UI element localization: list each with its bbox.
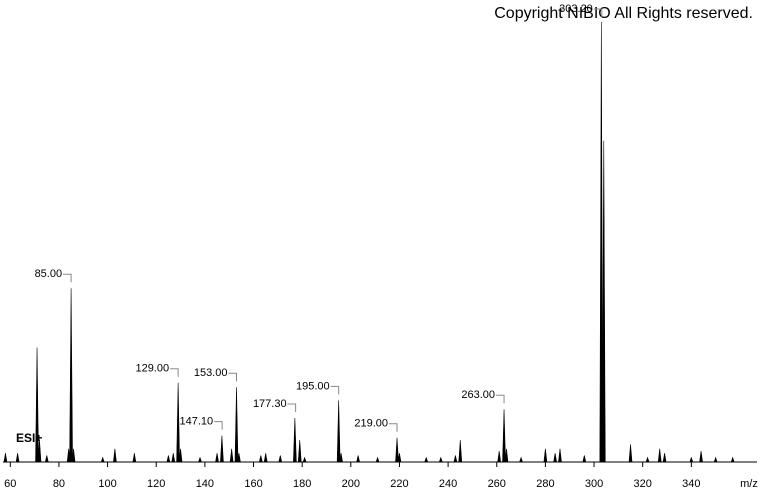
x-tick-label: 100 xyxy=(98,478,116,490)
annotation-bracket xyxy=(389,423,398,432)
peak-label: 303.20 xyxy=(559,3,593,15)
x-tick-label: 280 xyxy=(536,478,554,490)
x-tick-label: 260 xyxy=(488,478,506,490)
x-tick-label: 300 xyxy=(585,478,603,490)
annotation-bracket xyxy=(228,372,237,382)
peak xyxy=(3,453,8,463)
peak xyxy=(336,400,341,463)
peak xyxy=(178,448,183,463)
peak-label: 263.00 xyxy=(461,389,495,401)
annotation-bracket xyxy=(287,403,297,412)
peak xyxy=(628,444,633,463)
peak xyxy=(453,455,458,463)
peak xyxy=(71,448,76,463)
peak xyxy=(15,453,20,463)
peak xyxy=(438,456,443,463)
peak xyxy=(543,448,548,463)
x-tick-label: 180 xyxy=(293,478,311,490)
x-axis-label: m/z xyxy=(740,478,758,490)
peak xyxy=(601,140,606,463)
peak-label: 195.00 xyxy=(296,380,330,392)
x-tick-label: 200 xyxy=(342,478,360,490)
peak xyxy=(730,456,735,463)
peak xyxy=(302,456,307,463)
x-tick-label: 340 xyxy=(682,478,700,490)
peak xyxy=(297,439,302,463)
peak xyxy=(657,448,662,463)
annotation-bracket xyxy=(593,8,603,17)
annotation-bracket xyxy=(330,385,340,395)
peak xyxy=(198,456,202,463)
peak xyxy=(599,21,604,463)
chart-title: Copyright NIBIO All Rights reserved. xyxy=(494,5,753,22)
peak xyxy=(35,347,39,463)
annotation-bracket xyxy=(63,273,72,283)
x-tick-label: 120 xyxy=(147,478,165,490)
peak xyxy=(397,453,402,463)
peak xyxy=(166,455,171,463)
peak xyxy=(237,453,241,463)
x-tick-label: 220 xyxy=(390,478,408,490)
peak-label: 219.00 xyxy=(354,418,388,430)
peak-label: 129.00 xyxy=(135,363,169,375)
peak xyxy=(662,453,667,463)
annotation-bracket xyxy=(214,421,223,430)
peak xyxy=(215,453,219,463)
peak-label: 153.00 xyxy=(194,367,228,379)
peak xyxy=(258,455,263,463)
peak xyxy=(176,382,180,463)
x-tick-label: 140 xyxy=(196,478,214,490)
peak xyxy=(458,439,463,463)
peak xyxy=(553,453,557,463)
peak xyxy=(502,409,506,463)
x-tick-label: 240 xyxy=(439,478,457,490)
peak xyxy=(132,453,137,463)
peak-label: 85.00 xyxy=(35,268,63,280)
peak xyxy=(395,437,399,463)
x-tick-label: 320 xyxy=(634,478,652,490)
peak xyxy=(113,448,117,463)
peak-label: 147.10 xyxy=(179,416,213,428)
peak xyxy=(582,455,587,463)
x-tick-label: 160 xyxy=(244,478,262,490)
x-tick-label: 60 xyxy=(4,478,16,490)
peak xyxy=(278,455,283,463)
annotation-bracket xyxy=(496,394,505,404)
peak xyxy=(375,456,380,463)
peak xyxy=(171,453,176,463)
peak xyxy=(44,455,49,463)
peak xyxy=(504,448,509,463)
peak xyxy=(356,455,360,463)
annotation-bracket xyxy=(170,368,179,377)
peak xyxy=(69,288,73,463)
peak xyxy=(645,456,650,463)
peak xyxy=(220,435,224,463)
peak-label: 177.30 xyxy=(253,398,287,410)
peak xyxy=(263,453,268,463)
peak xyxy=(497,450,502,463)
x-tick-label: 80 xyxy=(53,478,65,490)
peak xyxy=(339,453,343,463)
peak xyxy=(37,439,42,463)
peak xyxy=(424,456,429,463)
peak xyxy=(293,417,297,463)
peak xyxy=(689,456,694,463)
peak xyxy=(100,456,105,463)
peak xyxy=(558,448,562,463)
peak xyxy=(699,450,703,463)
peak xyxy=(713,456,718,463)
peak xyxy=(519,456,523,463)
peak xyxy=(234,387,239,463)
peak xyxy=(229,448,234,463)
